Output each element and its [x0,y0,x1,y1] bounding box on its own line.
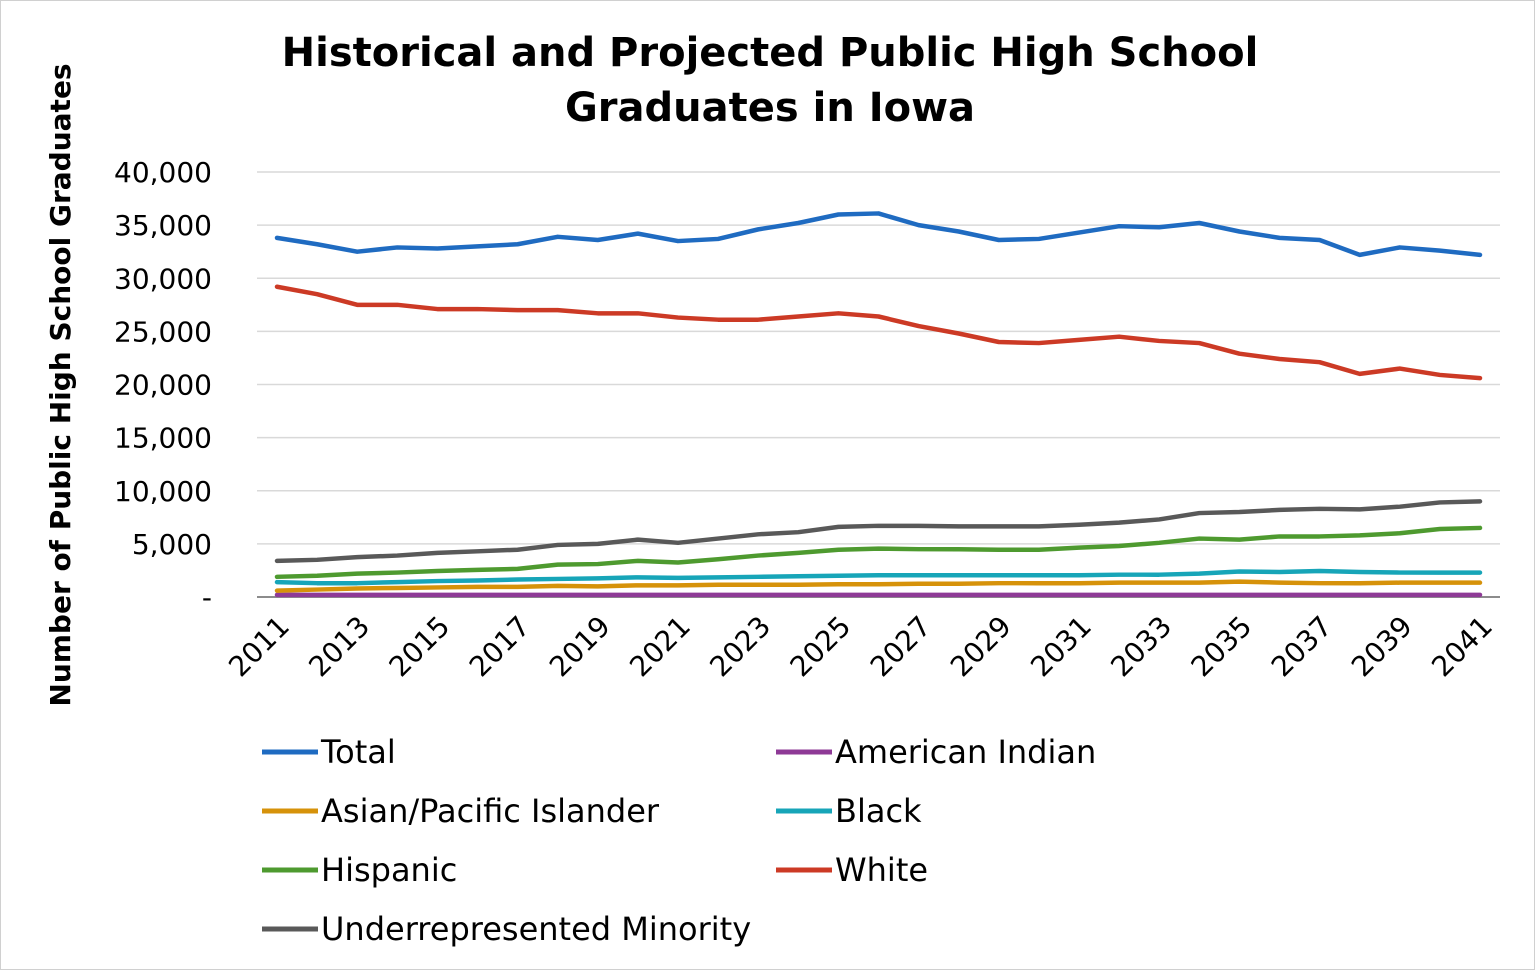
y-axis-label: Number of Public High School Graduates [44,63,77,706]
legend-label-black: Black [835,792,922,830]
x-tick-label: 2035 [1185,610,1259,684]
y-tick-label: 10,000 [114,475,212,508]
y-tick-label: 5,000 [132,528,212,561]
y-tick-label: 30,000 [114,262,212,295]
x-tick-label: 2033 [1104,610,1178,684]
chart-title-line-1: Historical and Projected Public High Sch… [282,30,1259,76]
legend-label-underrepresented-minority: Underrepresented Minority [321,910,751,948]
x-tick-label: 2027 [864,610,938,684]
x-tick-label: 2029 [944,610,1018,684]
x-tick-label: 2021 [623,610,697,684]
x-tick-label: 2017 [463,610,537,684]
y-tick-label: 25,000 [114,315,212,348]
x-tick-label: 2025 [784,610,858,684]
series-lines [274,211,1483,598]
series-line-total [274,211,1483,258]
y-tick-label: 20,000 [114,369,212,402]
x-tick-label: 2037 [1265,610,1339,684]
x-tick-label: 2011 [222,610,296,684]
y-tick-label: 40,000 [114,156,212,189]
y-axis-ticks: - 5,000 10,000 15,000 20,000 25,000 30,000 35,0… [114,156,212,614]
x-tick-label: 2031 [1024,610,1098,684]
x-tick-label: 2015 [383,610,457,684]
y-tick-label: 15,000 [114,422,212,455]
x-tick-label: 2013 [302,610,376,684]
legend-label-asian-pacific-islander: Asian/Pacific Islander [321,792,660,830]
series-line-hispanic [274,525,1483,580]
series-line-black [274,568,1483,586]
x-tick-label: 2019 [543,610,617,684]
legend-label-total: Total [320,733,396,771]
x-tick-label: 2023 [703,610,777,684]
legend-label-white: White [835,851,928,889]
legend: Total American Indian Asian/Pacific Island… [262,733,1096,948]
gridlines [257,171,1500,598]
legend-label-hispanic: Hispanic [321,851,457,889]
x-axis-ticks: 2011 2013 2015 2017 2019 2021 2023 2025 2027 2029… [222,610,1499,684]
series-line-underrepresented-minority [274,499,1483,564]
y-tick-label: 35,000 [114,209,212,242]
legend-label-american-indian: American Indian [835,733,1096,771]
chart-title-line-2: Graduates in Iowa [565,85,975,131]
y-tick-label: - [202,581,212,614]
x-tick-label: 2039 [1345,610,1419,684]
series-line-asian-pacific-islander [274,579,1483,593]
series-line-white [274,284,1483,381]
x-tick-label: 2041 [1425,610,1499,684]
